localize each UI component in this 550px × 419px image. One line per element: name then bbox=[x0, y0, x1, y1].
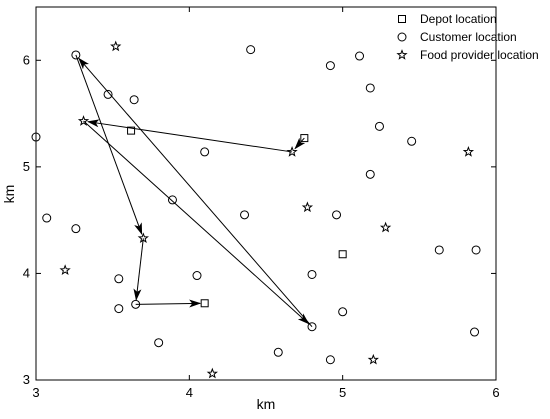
customer-marker bbox=[365, 169, 375, 179]
legend: Depot location Customer location Food prov… bbox=[396, 12, 539, 62]
y-axis-ticks: 3 4 5 6 bbox=[23, 52, 496, 387]
route-arrow bbox=[75, 54, 143, 235]
customer-marker bbox=[374, 121, 384, 131]
y-tick-label: 5 bbox=[23, 159, 30, 174]
y-axis-title: km bbox=[1, 185, 17, 204]
customer-marker bbox=[154, 338, 164, 348]
customer-marker bbox=[192, 271, 202, 281]
y-tick-label: 6 bbox=[23, 52, 30, 67]
route-arrow bbox=[78, 57, 313, 328]
plot-area-frame bbox=[35, 6, 497, 381]
customer-marker bbox=[42, 213, 52, 223]
legend-label: Customer location bbox=[420, 30, 517, 44]
food-provider-marker bbox=[110, 40, 122, 52]
customer-marker bbox=[355, 51, 365, 61]
customer-marker bbox=[200, 147, 210, 157]
customer-marker bbox=[332, 210, 342, 220]
food-provider-marker bbox=[286, 146, 298, 157]
y-tick-label: 3 bbox=[23, 372, 30, 387]
customer-marker bbox=[114, 304, 124, 314]
food-provider-marker bbox=[462, 146, 475, 157]
x-tick-label: 5 bbox=[339, 385, 346, 400]
depot-marker bbox=[200, 299, 209, 308]
customer-marker bbox=[129, 95, 139, 105]
customer-marker bbox=[71, 224, 81, 234]
food-provider-marker bbox=[59, 264, 71, 276]
customer-marker bbox=[273, 347, 283, 357]
route-arrow bbox=[83, 120, 310, 325]
food-provider-marker bbox=[77, 115, 90, 126]
legend-label: Food provider location bbox=[420, 48, 539, 62]
route-arrow bbox=[135, 299, 202, 308]
customer-marker bbox=[471, 245, 481, 255]
customer-marker bbox=[325, 355, 335, 365]
route-arrow bbox=[133, 238, 144, 301]
food-provider-marker bbox=[137, 232, 149, 244]
customer-marker bbox=[103, 89, 113, 99]
route-arrow bbox=[294, 137, 306, 150]
legend-label: Depot location bbox=[420, 12, 497, 26]
y-tick-label: 4 bbox=[23, 265, 30, 280]
food-provider-marker bbox=[367, 353, 379, 365]
customer-marker bbox=[114, 274, 124, 284]
route-arrows bbox=[75, 54, 313, 328]
customer-marker bbox=[325, 61, 335, 71]
customer-marker bbox=[71, 50, 81, 60]
customer-marker bbox=[338, 307, 348, 317]
food-provider-marker bbox=[206, 367, 218, 379]
customer-marker bbox=[434, 245, 444, 255]
customer-marker bbox=[307, 269, 317, 279]
customer-marker bbox=[307, 322, 317, 332]
legend-food-provider-marker bbox=[396, 49, 408, 60]
customer-marker bbox=[470, 327, 480, 337]
food-provider-marker bbox=[301, 201, 314, 213]
food-provider-marker bbox=[379, 221, 392, 233]
customer-marker bbox=[167, 195, 177, 205]
depot-marker bbox=[127, 126, 136, 135]
location-markers bbox=[31, 40, 481, 379]
customer-marker bbox=[407, 136, 417, 146]
x-tick-label: 6 bbox=[492, 385, 499, 400]
x-axis-title: km bbox=[257, 396, 276, 412]
customer-marker bbox=[240, 210, 250, 220]
x-axis-ticks: 3 4 5 6 bbox=[32, 7, 500, 400]
depot-marker bbox=[300, 134, 309, 143]
x-tick-label: 4 bbox=[186, 385, 193, 400]
legend-depot-marker bbox=[398, 15, 406, 23]
customer-marker bbox=[246, 45, 256, 55]
route-arrow bbox=[86, 119, 293, 153]
legend-customer-marker bbox=[397, 32, 407, 42]
customer-marker bbox=[31, 132, 41, 142]
x-tick-label: 3 bbox=[32, 385, 39, 400]
customer-marker bbox=[365, 83, 375, 93]
depot-marker bbox=[338, 250, 347, 259]
customer-marker bbox=[131, 299, 141, 309]
